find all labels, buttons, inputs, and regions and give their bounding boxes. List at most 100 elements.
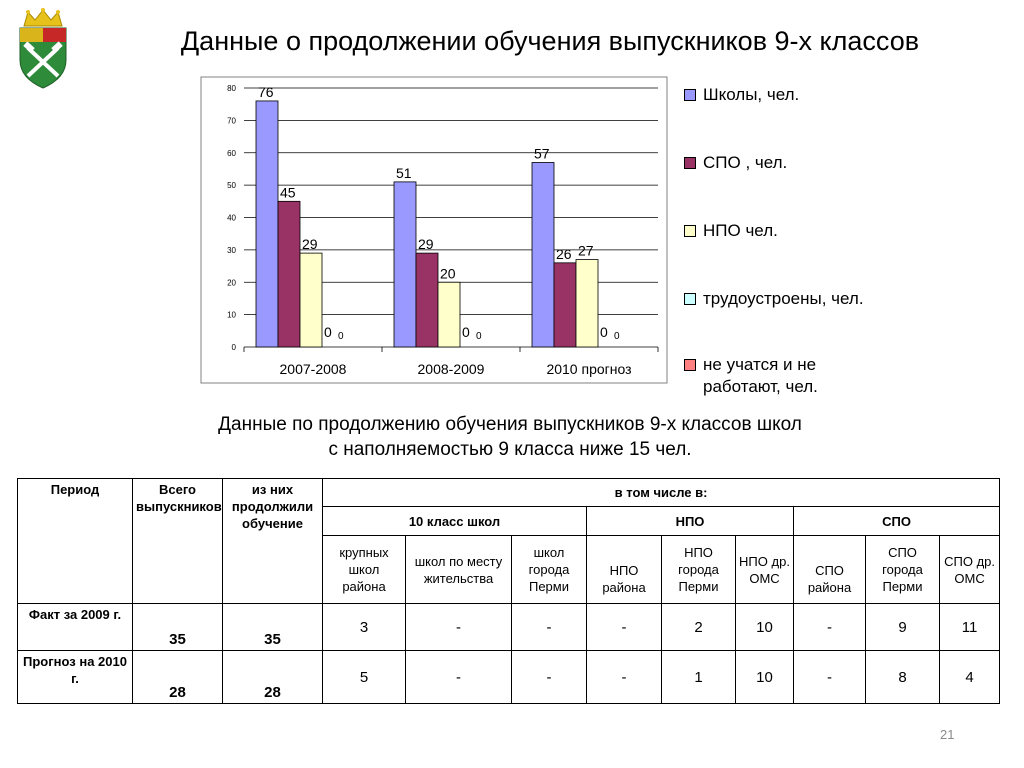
row-continued: 35: [222, 603, 323, 651]
row-continued: 28: [222, 650, 323, 704]
data-label: 0: [324, 324, 332, 340]
legend-swatch: [684, 359, 696, 371]
row-value: 4: [938, 650, 1001, 704]
data-label: 51: [396, 165, 412, 181]
x-tick-label: 2008-2009: [418, 361, 485, 377]
row-value: -: [405, 603, 512, 651]
bar: [255, 100, 279, 348]
x-tick-label: 2010 прогноз: [546, 361, 631, 377]
subtitle-line-1: Данные по продолжению обучения выпускник…: [218, 414, 802, 435]
data-label: 26: [556, 246, 572, 262]
y-tick-label: 20: [227, 278, 236, 287]
table-row: Прогноз на 2010 г. 28 28 5 - - - 1 10 - …: [17, 650, 1001, 704]
row-value: 2: [661, 603, 736, 651]
bar: [393, 181, 417, 348]
row-period: Прогноз на 2010 г.: [17, 650, 133, 704]
header-group-npo: НПО: [586, 506, 794, 536]
row-value: -: [511, 603, 587, 651]
legend-swatch: [684, 225, 696, 237]
y-tick-label: 0: [232, 343, 237, 352]
legend-swatch: [684, 89, 696, 101]
legend-item-spo: СПО , чел.: [684, 152, 873, 174]
data-label: 0: [338, 331, 344, 342]
row-value: 11: [938, 603, 1001, 651]
subtitle-line-2: с наполняемостью 9 класса ниже 15 чел.: [328, 439, 692, 460]
legend-item-schools: Школы, чел.: [684, 84, 873, 106]
y-axis-ticks: 0 10 20 30 40 50 60 70 80: [227, 84, 236, 352]
legend-label: СПО , чел.: [703, 153, 788, 172]
subheader-cell: крупных школ района: [322, 535, 406, 604]
header-group-school: 10 класс школ: [322, 506, 587, 536]
y-tick-label: 60: [227, 149, 236, 158]
header-group-spo: СПО: [792, 506, 1001, 536]
data-label: 45: [280, 184, 296, 200]
legend-item-npo: НПО чел.: [684, 220, 873, 242]
y-tick-label: 50: [227, 181, 236, 190]
bar: [415, 252, 439, 348]
row-value: -: [405, 650, 512, 704]
bar: [531, 162, 555, 348]
table-header-row-1: Период Всего выпускников из них продолжи…: [17, 478, 1001, 604]
header-continued: из них продолжили обучение: [222, 478, 323, 604]
row-value: -: [793, 603, 866, 651]
legend-label: не учатся и не работают, чел.: [703, 355, 818, 396]
subheader-cell: СПО района: [793, 535, 866, 604]
legend-label: трудоустроены, чел.: [703, 289, 864, 308]
legend-swatch: [684, 157, 696, 169]
data-label: 29: [302, 236, 318, 252]
row-value: 10: [735, 603, 794, 651]
row-value: -: [586, 603, 662, 651]
data-label: 29: [418, 236, 434, 252]
table-subtitle: Данные по продолжению обучения выпускник…: [100, 412, 920, 462]
row-value: 8: [865, 650, 940, 704]
subheader-cell: школ города Перми: [511, 535, 587, 604]
data-label: 0: [476, 331, 482, 342]
y-tick-label: 70: [227, 116, 236, 125]
legend-swatch: [684, 293, 696, 305]
row-value: -: [586, 650, 662, 704]
legend-label: НПО чел.: [703, 221, 778, 240]
data-label: 27: [578, 243, 594, 259]
bar: [277, 200, 301, 348]
data-label: 0: [614, 331, 620, 342]
bar: [299, 252, 323, 348]
legend-item-neither: не учатся и не работают, чел.: [684, 354, 873, 398]
data-label: 57: [534, 145, 550, 161]
bar: [437, 281, 461, 348]
y-tick-label: 40: [227, 214, 236, 223]
data-label: 76: [258, 84, 274, 100]
row-total: 28: [132, 650, 223, 704]
x-tick-label: 2007-2008: [280, 361, 347, 377]
row-total: 35: [132, 603, 223, 651]
legend-label: Школы, чел.: [703, 85, 800, 104]
row-value: 9: [865, 603, 940, 651]
coat-of-arms-emblem: [14, 8, 72, 90]
row-value: 3: [322, 603, 406, 651]
header-total-graduates: Всего выпускников: [132, 478, 223, 604]
chart-bars: [255, 100, 599, 348]
table-row: Факт за 2009 г. 35 35 3 - - - 2 10 - 9 1…: [17, 603, 1001, 651]
bar: [553, 262, 577, 348]
row-period: Факт за 2009 г.: [17, 603, 133, 651]
subheader-cell: НПО др. ОМС: [735, 535, 794, 604]
y-tick-label: 80: [227, 84, 236, 93]
chart-frame: [200, 76, 668, 384]
data-label: 20: [440, 265, 456, 281]
legend-item-employed: трудоустроены, чел.: [684, 288, 873, 310]
header-period: Период: [17, 478, 133, 604]
row-value: 5: [322, 650, 406, 704]
header-including: в том числе в:: [321, 478, 1001, 507]
subheader-cell: НПО района: [586, 535, 662, 604]
row-value: 1: [661, 650, 736, 704]
subheader-cell: СПО города Перми: [865, 535, 940, 604]
y-tick-label: 10: [227, 311, 236, 320]
subheader-cell: НПО города Перми: [661, 535, 736, 604]
bar: [575, 259, 599, 348]
page-title: Данные о продолжении обучения выпускнико…: [180, 26, 920, 56]
subheader-cell: школ по месту жительства: [405, 535, 512, 604]
page-number: 21: [940, 727, 955, 742]
subheader-cell: СПО др. ОМС: [938, 535, 1001, 604]
row-value: 10: [735, 650, 794, 704]
graduates-table: Период Всего выпускников из них продолжи…: [17, 478, 1001, 704]
